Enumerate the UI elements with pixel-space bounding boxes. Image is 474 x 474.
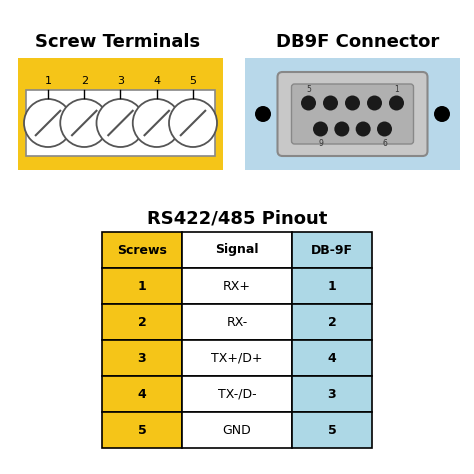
Text: RX-: RX- <box>227 316 247 328</box>
Text: DB-9F: DB-9F <box>311 244 353 256</box>
FancyBboxPatch shape <box>102 304 182 340</box>
FancyBboxPatch shape <box>182 376 292 412</box>
FancyBboxPatch shape <box>102 412 182 448</box>
Text: 1: 1 <box>137 280 146 292</box>
FancyBboxPatch shape <box>292 340 372 376</box>
Circle shape <box>334 121 349 137</box>
FancyBboxPatch shape <box>182 304 292 340</box>
Circle shape <box>323 95 338 110</box>
FancyBboxPatch shape <box>182 412 292 448</box>
FancyBboxPatch shape <box>292 304 372 340</box>
Text: 3: 3 <box>137 352 146 365</box>
Text: RX+: RX+ <box>223 280 251 292</box>
Circle shape <box>377 121 392 137</box>
FancyBboxPatch shape <box>292 84 413 144</box>
FancyBboxPatch shape <box>182 340 292 376</box>
Text: GND: GND <box>223 423 251 437</box>
Text: 3: 3 <box>117 76 124 86</box>
Circle shape <box>133 99 181 147</box>
Text: 5: 5 <box>137 423 146 437</box>
FancyBboxPatch shape <box>102 268 182 304</box>
Text: TX+/D+: TX+/D+ <box>211 352 263 365</box>
FancyBboxPatch shape <box>102 232 182 268</box>
Text: 3: 3 <box>328 388 337 401</box>
FancyBboxPatch shape <box>292 376 372 412</box>
Text: 1: 1 <box>394 84 399 93</box>
Text: 6: 6 <box>382 138 387 147</box>
Text: 2: 2 <box>81 76 88 86</box>
Circle shape <box>367 95 382 110</box>
Text: 2: 2 <box>137 316 146 328</box>
Circle shape <box>301 95 316 110</box>
Circle shape <box>313 121 328 137</box>
FancyBboxPatch shape <box>102 340 182 376</box>
FancyBboxPatch shape <box>277 72 428 156</box>
FancyBboxPatch shape <box>245 58 460 170</box>
Text: 4: 4 <box>153 76 160 86</box>
FancyBboxPatch shape <box>182 232 292 268</box>
Text: DB9F Connector: DB9F Connector <box>276 33 439 51</box>
Circle shape <box>24 99 72 147</box>
Text: 5: 5 <box>306 84 311 93</box>
Circle shape <box>60 99 108 147</box>
Text: 1: 1 <box>328 280 337 292</box>
FancyBboxPatch shape <box>18 58 223 170</box>
Circle shape <box>356 121 371 137</box>
Text: 2: 2 <box>328 316 337 328</box>
Text: 5: 5 <box>328 423 337 437</box>
Text: TX-/D-: TX-/D- <box>218 388 256 401</box>
Circle shape <box>255 106 271 122</box>
Text: 1: 1 <box>45 76 52 86</box>
Text: 4: 4 <box>137 388 146 401</box>
FancyBboxPatch shape <box>26 90 215 156</box>
Text: Screws: Screws <box>117 244 167 256</box>
FancyBboxPatch shape <box>292 412 372 448</box>
Circle shape <box>97 99 145 147</box>
Text: 5: 5 <box>190 76 197 86</box>
Text: 4: 4 <box>328 352 337 365</box>
Circle shape <box>169 99 217 147</box>
FancyBboxPatch shape <box>102 376 182 412</box>
FancyBboxPatch shape <box>182 268 292 304</box>
Text: 9: 9 <box>318 138 323 147</box>
FancyBboxPatch shape <box>292 268 372 304</box>
Circle shape <box>389 95 404 110</box>
Text: Screw Terminals: Screw Terminals <box>36 33 201 51</box>
FancyBboxPatch shape <box>292 232 372 268</box>
Text: RS422/485 Pinout: RS422/485 Pinout <box>147 209 327 227</box>
Text: Signal: Signal <box>215 244 259 256</box>
Circle shape <box>434 106 450 122</box>
Circle shape <box>345 95 360 110</box>
